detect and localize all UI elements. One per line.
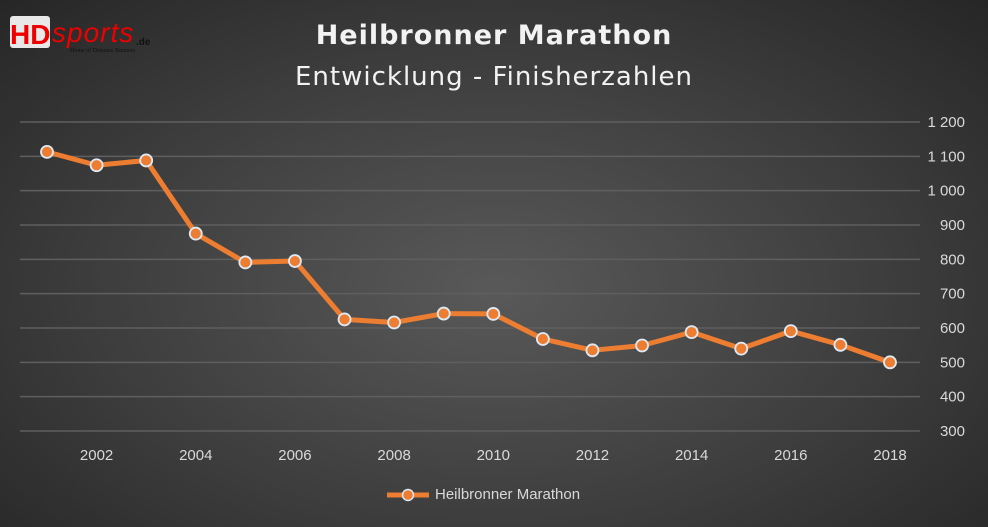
legend[interactable]: Heilbronner Marathon: [385, 486, 580, 503]
x-tick-label: 2010: [477, 447, 510, 464]
x-tick-label: 2014: [675, 447, 708, 464]
data-point: [89, 158, 104, 173]
data-point: [585, 343, 600, 358]
data-point: [486, 307, 501, 321]
y-tick-label: 500: [940, 354, 965, 371]
x-tick-label: 2018: [873, 447, 906, 464]
data-point: [139, 153, 154, 168]
y-tick-label: 600: [940, 320, 965, 337]
y-tick-label: 1 000: [927, 183, 965, 200]
data-point: [883, 355, 897, 370]
data-point: [188, 226, 203, 241]
series-line: [46, 149, 891, 365]
y-tick-label: 900: [940, 217, 965, 234]
data-point: [387, 315, 402, 330]
hdsports-logo: HD sports .de Home of Distance Runners: [8, 14, 151, 54]
data-point: [833, 337, 848, 352]
y-tick-label: 800: [940, 251, 965, 268]
data-point: [734, 341, 749, 356]
svg-text:Home of Distance Runners: Home of Distance Runners: [70, 47, 136, 54]
legend-label: Heilbronner Marathon: [435, 486, 581, 503]
x-tick-label: 2016: [774, 447, 807, 464]
data-point: [783, 324, 798, 338]
x-tick-label: 2008: [377, 447, 410, 464]
data-point: [40, 144, 54, 159]
x-tick-label: 2002: [80, 447, 113, 464]
x-tick-label: 2012: [576, 447, 609, 464]
chart-subtitle: Entwicklung - Finisherzahlen: [295, 62, 693, 92]
x-tick-label: 2004: [179, 447, 212, 464]
data-point: [684, 325, 699, 340]
y-tick-label: 700: [940, 286, 965, 303]
y-tick-label: 400: [940, 389, 965, 406]
y-tick-label: 1 100: [927, 148, 965, 165]
y-tick-label: 1 200: [927, 114, 965, 131]
y-tick-label: 300: [940, 423, 965, 440]
data-point: [238, 255, 253, 270]
data-point: [635, 338, 649, 353]
data-point: [535, 332, 550, 346]
data-point: [288, 254, 302, 268]
svg-text:HD: HD: [10, 19, 50, 50]
data-point: [436, 306, 451, 321]
x-tick-label: 2006: [278, 447, 311, 464]
svg-text:sports: sports: [52, 17, 134, 48]
svg-text:.de: .de: [136, 37, 150, 48]
data-point: [337, 312, 352, 327]
chart-title: Heilbronner Marathon: [315, 20, 673, 51]
legend-line-marker-icon: [387, 488, 429, 501]
